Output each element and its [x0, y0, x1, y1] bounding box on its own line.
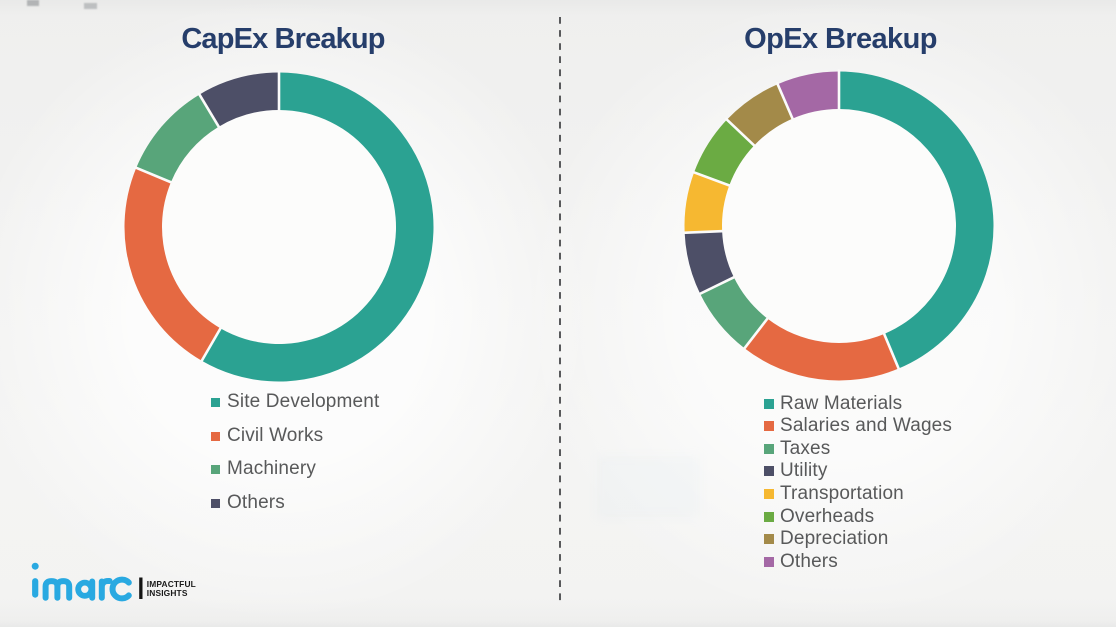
- svg-text:INSIGHTS: INSIGHTS: [147, 588, 188, 598]
- svg-text:IMPACTFUL: IMPACTFUL: [147, 579, 196, 589]
